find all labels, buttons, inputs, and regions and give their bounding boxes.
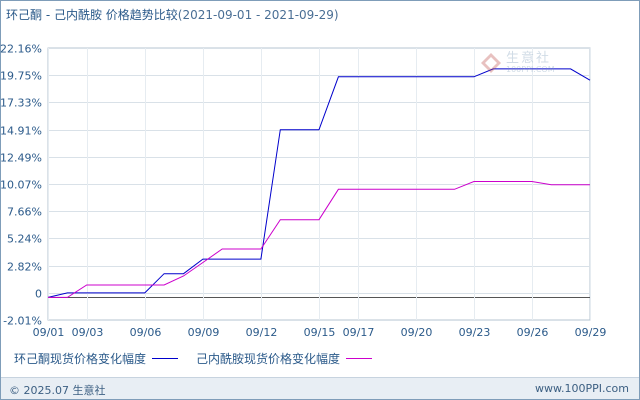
x-tick-label: 09/17 [343,326,375,339]
series-line-1 [48,181,590,298]
x-tick-label: 09/09 [188,326,220,339]
footer-bar: © 2025.07 生意社 www.100PPI.com [1,377,639,399]
x-tick-label: 09/26 [517,326,549,339]
x-tick-label: 09/29 [575,326,607,339]
watermark-url: 100PPI.COM [506,65,555,74]
legend-item-caprolactam: 己内酰胺现货价格变化幅度 [196,350,373,367]
legend-swatch-cyclohexanone [152,358,179,359]
watermark-logo-icon [481,53,501,73]
y-tick-label: 22.16% [0,43,42,56]
y-tick-label: 10.07% [0,179,42,192]
chart-title: 环己酮 - 己内酰胺 价格趋势比较(2021-09-01 - 2021-09-2… [6,6,339,23]
y-tick-label: 0 [35,288,42,301]
watermark-name: 生意社 [506,51,552,66]
y-tick-label: 19.75% [0,70,42,83]
x-tick-label: 09/23 [459,326,491,339]
x-tick-label: 09/12 [246,326,278,339]
chart-title-range: (2021-09-01 - 2021-09-29) [177,8,339,22]
y-tick-label: 5.24% [7,233,42,246]
x-tick-label: 09/15 [304,326,336,339]
y-tick-label: 17.33% [0,97,42,110]
x-tick-label: 09/20 [401,326,433,339]
y-tick-label: 12.49% [0,152,42,165]
legend-label-caprolactam: 己内酰胺现货价格变化幅度 [196,352,341,366]
x-tick-label: 09/01 [33,326,65,339]
legend-swatch-caprolactam [346,358,373,359]
y-tick-label: 14.91% [0,125,42,138]
x-tick-label: 09/06 [130,326,162,339]
y-tick-label: 2.82% [7,261,42,274]
series-line-0 [47,68,591,298]
chart-legend: 环己酮现货价格变化幅度 己内酰胺现货价格变化幅度 [14,350,390,367]
y-tick-label: -2.01% [3,315,42,328]
x-tick-label: 09/03 [72,326,104,339]
y-tick-label: 7.66% [7,206,42,219]
legend-item-cyclohexanone: 环己酮现货价格变化幅度 [14,350,179,367]
footer-site-link[interactable]: www.100PPI.com [535,382,629,395]
footer-copyright: © 2025.07 生意社 [9,384,106,397]
chart-title-main: 环己酮 - 己内酰胺 价格趋势比较 [6,8,178,22]
watermark-logo: 生意社 100PPI.COM [480,52,555,74]
legend-label-cyclohexanone: 环己酮现货价格变化幅度 [14,352,147,366]
